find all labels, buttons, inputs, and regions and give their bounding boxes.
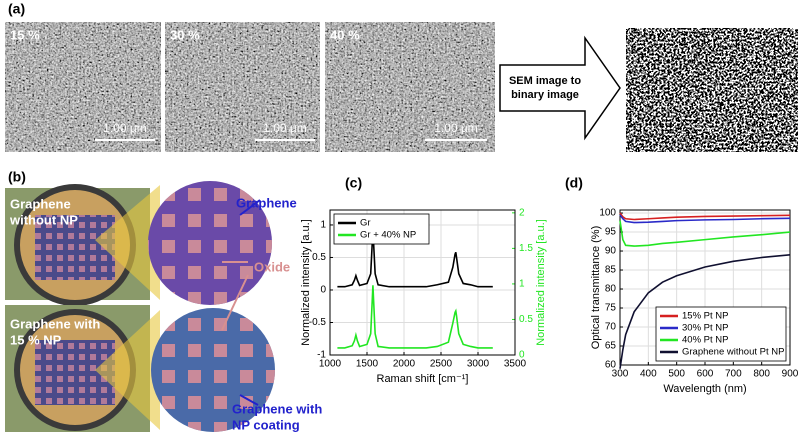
y-tick-label: 100: [599, 208, 616, 219]
zoom-squares: [151, 308, 275, 432]
sem-image: [325, 22, 495, 152]
legend-label: Gr: [360, 218, 371, 229]
x-tick-label: 3500: [504, 359, 527, 370]
legend-label: 15% Pt NP: [682, 311, 728, 322]
x-tick-label: 2000: [393, 359, 416, 370]
y-tick-label: 1: [320, 220, 326, 231]
line-series: [337, 224, 493, 288]
zoom-squares: [148, 181, 272, 305]
x-tick-label: 600: [697, 369, 714, 380]
panel-label: (c): [345, 175, 362, 191]
y-tick-label: 80: [605, 284, 617, 295]
x-tick-label: 2500: [430, 359, 453, 370]
y-tick-label: 90: [605, 246, 617, 257]
legend-label: 30% Pt NP: [682, 323, 728, 334]
zoom-cone: [95, 310, 160, 430]
device-label: without NP: [9, 212, 78, 227]
y2-tick-label: 1.5: [519, 243, 533, 254]
y-tick-label: 75: [605, 303, 617, 314]
x-tick-label: 900: [782, 369, 799, 380]
panel-label: (b): [8, 169, 26, 185]
y-axis-label: Normalized intensity [a.u.]: [300, 219, 312, 346]
x-tick-label: 3000: [467, 359, 490, 370]
zoom-label: Graphene with: [232, 401, 322, 416]
zoom-label: Graphene: [236, 195, 297, 210]
x-axis-label: Wavelength (nm): [663, 383, 746, 395]
legend-label: 40% Pt NP: [682, 335, 728, 346]
y2-axis-label: Normalized intensity [a.u.]: [535, 219, 547, 346]
zoom-cone: [95, 185, 160, 300]
pointer: [239, 199, 261, 216]
y-axis-label: Optical transmittance (%): [590, 226, 602, 349]
panel-label: (a): [8, 1, 25, 17]
line-series: [619, 220, 791, 247]
axes-frame: [329, 209, 516, 356]
y2-tick-label: 1: [519, 279, 525, 290]
y-tick-label: 95: [605, 227, 617, 238]
y-tick-label: 0: [320, 285, 326, 296]
binary-image: [626, 28, 798, 152]
legend-label: Graphene without Pt NP: [682, 347, 784, 358]
sem-label: 15 %: [10, 27, 40, 42]
sem-label: 40 %: [330, 27, 360, 42]
y-tick-label: 85: [605, 265, 617, 276]
zoom-label: NP coating: [232, 417, 300, 432]
x-tick-label: 300: [612, 369, 629, 380]
axes-frame: [619, 209, 791, 366]
devices: [5, 181, 275, 432]
legend-box: [333, 213, 430, 245]
y-tick-label: -1: [317, 350, 326, 361]
x-tick-label: 1500: [356, 359, 379, 370]
y2-tick-label: 0: [519, 350, 525, 361]
line-series: [619, 214, 791, 224]
device-label: 15 % NP: [10, 332, 62, 347]
x-tick-label: 700: [725, 369, 742, 380]
arrow: [499, 35, 621, 141]
y-tick-label: 65: [605, 341, 617, 352]
oxide-label: Oxide: [254, 259, 290, 274]
device-label: Graphene: [10, 196, 71, 211]
sem-image: [5, 22, 161, 152]
x-axis-label: Raman shift [cm⁻¹]: [377, 373, 469, 385]
device-label: Graphene with: [10, 316, 100, 331]
pointer: [239, 394, 259, 406]
y2-tick-label: 2: [519, 207, 525, 218]
device-array: [35, 215, 115, 280]
scale-label: 1.00 µm: [103, 121, 147, 135]
y-tick-label: 70: [605, 322, 617, 333]
pointer: [221, 274, 249, 331]
y-tick-label: 0.5: [312, 252, 326, 263]
y-tick-label: -0.5: [309, 317, 327, 328]
arrow-text: binary image: [511, 89, 579, 101]
panel-label: (d): [565, 175, 583, 191]
arrow-text: SEM image to: [509, 75, 581, 87]
sem-images: 15 % 30 % 40 % 1.00 µm 1.00 µm 1.00 µm: [5, 22, 495, 152]
x-tick-label: 400: [640, 369, 657, 380]
scale-label: 1.00 µm: [434, 121, 478, 135]
sem-label: 30 %: [170, 27, 200, 42]
sem-image: [165, 22, 320, 152]
line-series: [619, 254, 791, 369]
x-tick-label: 800: [753, 369, 770, 380]
y-tick-label: 60: [605, 360, 617, 371]
y2-tick-label: 0.5: [519, 314, 533, 325]
x-tick-label: 500: [668, 369, 685, 380]
legend-label: Gr + 40% NP: [360, 230, 416, 241]
line-series: [337, 285, 493, 349]
line-series: [619, 212, 791, 221]
x-tick-label: 1000: [319, 359, 342, 370]
scale-label: 1.00 µm: [263, 121, 307, 135]
